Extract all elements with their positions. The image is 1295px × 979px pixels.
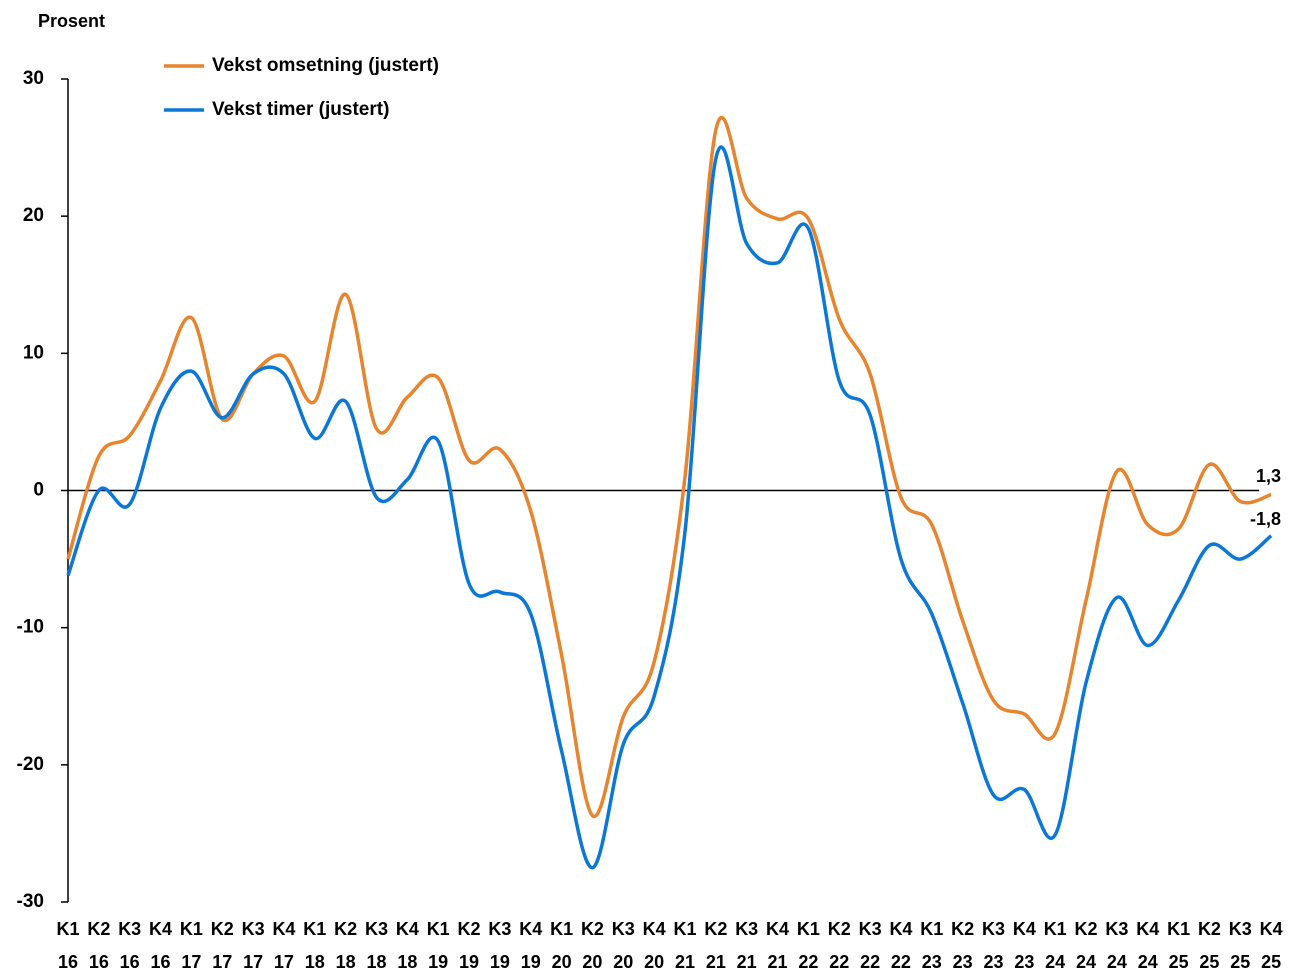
x-tick-label: 23	[983, 952, 1003, 972]
x-tick-label: K1	[673, 919, 696, 939]
x-tick-label: K4	[1260, 919, 1283, 939]
x-tick-label: 25	[1261, 952, 1281, 972]
series-line	[66, 145, 1273, 870]
x-tick-label: K4	[272, 919, 295, 939]
x-tick-label: K2	[704, 919, 727, 939]
y-tick-label: -20	[17, 754, 44, 775]
x-tick-label: K3	[1229, 919, 1252, 939]
x-tick-label: 20	[552, 952, 572, 972]
x-tick-label: 18	[366, 952, 386, 972]
x-tick-label: 16	[120, 952, 140, 972]
legend-label: Vekst timer (justert)	[212, 99, 389, 120]
y-axis-label: Prosent	[38, 11, 105, 31]
x-tick-label: 17	[212, 952, 232, 972]
x-tick-label: 17	[243, 952, 263, 972]
y-tick-label: 30	[23, 68, 44, 89]
x-tick-label: K2	[87, 919, 110, 939]
x-tick-label: K3	[735, 919, 758, 939]
x-tick-label: 23	[922, 952, 942, 972]
x-tick-label: 24	[1138, 952, 1158, 972]
legend-label: Vekst omsetning (justert)	[212, 55, 439, 76]
x-tick-label: 22	[829, 952, 849, 972]
x-tick-label: K1	[1044, 919, 1067, 939]
x-tick-label: K2	[334, 919, 357, 939]
series-line	[66, 116, 1272, 819]
x-tick-label: K1	[303, 919, 326, 939]
x-tick-label: K2	[581, 919, 604, 939]
x-tick-label: K2	[1198, 919, 1221, 939]
x-tick-label: 19	[459, 952, 479, 972]
x-tick-label: K2	[1075, 919, 1098, 939]
y-tick-label: 20	[23, 205, 44, 226]
x-tick-label: 20	[644, 952, 664, 972]
x-tick-label: 17	[181, 952, 201, 972]
x-tick-label: K4	[396, 919, 419, 939]
x-tick-label: 16	[58, 952, 78, 972]
x-tick-label: K3	[859, 919, 882, 939]
x-tick-label: 17	[274, 952, 294, 972]
x-tick-label: K4	[519, 919, 542, 939]
x-tick-label: K3	[242, 919, 265, 939]
y-tick-label: 0	[33, 480, 44, 501]
x-tick-label: K1	[1167, 919, 1190, 939]
x-tick-label: 19	[428, 952, 448, 972]
x-tick-label: K2	[951, 919, 974, 939]
x-tick-label: 19	[521, 952, 541, 972]
x-tick-label: 25	[1169, 952, 1189, 972]
annotation: -1,8	[1250, 509, 1281, 529]
y-tick-label: -10	[17, 617, 44, 638]
x-tick-label: 19	[490, 952, 510, 972]
x-tick-label: K3	[1105, 919, 1128, 939]
x-tick-label: 24	[1045, 952, 1065, 972]
x-tick-label: K2	[458, 919, 481, 939]
x-tick-label: K1	[180, 919, 203, 939]
x-tick-label: K4	[149, 919, 172, 939]
x-tick-label: 21	[768, 952, 788, 972]
x-tick-label: K4	[1136, 919, 1159, 939]
x-tick-label: K1	[797, 919, 820, 939]
x-tick-label: K1	[427, 919, 450, 939]
x-tick-label: K2	[211, 919, 234, 939]
x-tick-label: K3	[118, 919, 141, 939]
x-tick-label: 20	[613, 952, 633, 972]
x-tick-label: K4	[889, 919, 912, 939]
y-tick-label: -30	[17, 891, 44, 912]
x-tick-label: 23	[953, 952, 973, 972]
x-tick-label: 24	[1107, 952, 1127, 972]
x-tick-label: 25	[1230, 952, 1250, 972]
x-tick-label: K1	[56, 919, 79, 939]
x-tick-label: 22	[798, 952, 818, 972]
x-tick-label: K3	[982, 919, 1005, 939]
x-tick-label: 18	[397, 952, 417, 972]
x-tick-label: K3	[365, 919, 388, 939]
x-tick-label: 24	[1076, 952, 1096, 972]
annotation: 1,3	[1256, 466, 1281, 486]
x-tick-label: K4	[766, 919, 789, 939]
x-tick-label: 21	[675, 952, 695, 972]
x-tick-label: K3	[612, 919, 635, 939]
x-tick-label: 18	[336, 952, 356, 972]
x-tick-label: 18	[305, 952, 325, 972]
x-tick-label: 23	[1014, 952, 1034, 972]
x-tick-label: 25	[1199, 952, 1219, 972]
x-tick-label: K4	[1013, 919, 1036, 939]
x-tick-label: K3	[488, 919, 511, 939]
x-tick-label: 21	[737, 952, 757, 972]
x-tick-label: 22	[891, 952, 911, 972]
x-tick-label: K4	[643, 919, 666, 939]
x-tick-label: K1	[550, 919, 573, 939]
x-tick-label: 22	[860, 952, 880, 972]
x-tick-label: 16	[89, 952, 109, 972]
x-tick-label: 21	[706, 952, 726, 972]
x-tick-label: 20	[582, 952, 602, 972]
y-tick-label: 10	[23, 342, 44, 363]
x-tick-label: K1	[920, 919, 943, 939]
x-tick-label: K2	[828, 919, 851, 939]
x-tick-label: 16	[151, 952, 171, 972]
